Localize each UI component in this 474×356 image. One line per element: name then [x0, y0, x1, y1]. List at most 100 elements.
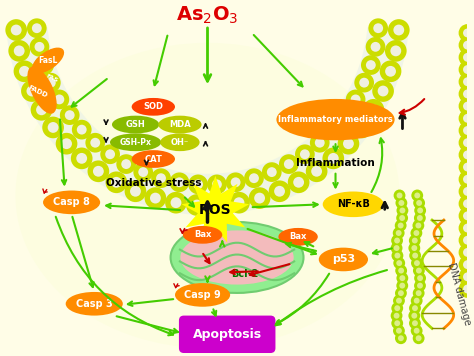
Circle shape: [311, 166, 322, 177]
Text: SOD: SOD: [143, 102, 164, 111]
Circle shape: [315, 138, 325, 148]
Circle shape: [396, 328, 402, 334]
Circle shape: [412, 305, 418, 311]
Circle shape: [85, 133, 105, 153]
Circle shape: [49, 90, 69, 109]
Circle shape: [409, 310, 420, 321]
Circle shape: [27, 85, 37, 96]
Circle shape: [399, 215, 405, 221]
Circle shape: [262, 162, 282, 182]
Circle shape: [91, 138, 100, 148]
Circle shape: [125, 180, 146, 202]
Circle shape: [300, 149, 310, 159]
Ellipse shape: [278, 228, 318, 246]
FancyBboxPatch shape: [179, 315, 275, 353]
Circle shape: [395, 197, 407, 209]
Circle shape: [150, 193, 161, 204]
Ellipse shape: [27, 67, 57, 114]
Circle shape: [396, 230, 401, 236]
Circle shape: [14, 46, 25, 56]
Circle shape: [133, 162, 153, 182]
Circle shape: [398, 222, 404, 229]
Circle shape: [193, 179, 203, 189]
Circle shape: [463, 65, 472, 74]
Circle shape: [394, 253, 401, 258]
Circle shape: [459, 219, 474, 237]
Circle shape: [395, 333, 407, 344]
Circle shape: [394, 237, 400, 244]
Circle shape: [414, 280, 426, 292]
Circle shape: [392, 302, 403, 314]
Circle shape: [412, 220, 424, 231]
Ellipse shape: [112, 116, 159, 134]
Circle shape: [366, 60, 376, 70]
Circle shape: [415, 222, 421, 229]
Circle shape: [395, 265, 407, 277]
Circle shape: [393, 189, 405, 201]
Circle shape: [138, 167, 148, 177]
Ellipse shape: [43, 190, 100, 214]
Circle shape: [413, 287, 425, 299]
Ellipse shape: [175, 283, 230, 307]
Circle shape: [391, 310, 402, 321]
Text: Oxidative stress: Oxidative stress: [106, 178, 201, 188]
Circle shape: [463, 211, 472, 220]
Circle shape: [151, 168, 171, 188]
Ellipse shape: [110, 134, 161, 151]
Circle shape: [459, 134, 474, 152]
Circle shape: [392, 317, 403, 329]
Circle shape: [130, 186, 141, 197]
Circle shape: [274, 186, 285, 197]
Circle shape: [459, 122, 474, 139]
Circle shape: [399, 200, 404, 206]
Text: DNA damage: DNA damage: [447, 261, 473, 326]
Circle shape: [336, 105, 355, 125]
Text: Casp 8: Casp 8: [53, 197, 90, 207]
Circle shape: [249, 187, 271, 209]
Circle shape: [39, 60, 49, 70]
Circle shape: [65, 110, 74, 120]
Circle shape: [56, 133, 77, 155]
Circle shape: [414, 193, 420, 198]
Circle shape: [414, 260, 420, 266]
Circle shape: [459, 231, 474, 249]
Circle shape: [463, 151, 472, 159]
Circle shape: [393, 325, 405, 337]
Circle shape: [93, 166, 104, 177]
Text: CAT: CAT: [145, 155, 162, 163]
Circle shape: [279, 154, 299, 174]
Ellipse shape: [183, 226, 222, 244]
Text: p53: p53: [332, 255, 355, 265]
Circle shape: [385, 66, 396, 77]
Polygon shape: [6, 27, 409, 215]
Ellipse shape: [171, 222, 303, 293]
Ellipse shape: [158, 116, 201, 134]
Circle shape: [411, 189, 423, 201]
Circle shape: [284, 159, 294, 169]
Circle shape: [400, 275, 405, 281]
Circle shape: [368, 104, 379, 115]
Circle shape: [392, 250, 403, 261]
Circle shape: [76, 153, 87, 164]
Circle shape: [395, 287, 407, 299]
Circle shape: [306, 161, 328, 182]
Circle shape: [231, 177, 240, 187]
Circle shape: [249, 173, 259, 183]
Ellipse shape: [16, 43, 400, 348]
Circle shape: [378, 85, 389, 96]
Circle shape: [411, 295, 423, 307]
Circle shape: [48, 122, 58, 133]
Text: Casp 3: Casp 3: [76, 299, 113, 309]
Circle shape: [145, 187, 166, 209]
Circle shape: [417, 275, 423, 281]
Circle shape: [27, 19, 46, 38]
Circle shape: [188, 174, 208, 194]
Circle shape: [417, 208, 423, 214]
Circle shape: [371, 42, 381, 52]
Circle shape: [42, 117, 64, 138]
Circle shape: [393, 25, 404, 35]
Circle shape: [411, 257, 423, 269]
Circle shape: [213, 200, 223, 210]
Circle shape: [410, 227, 422, 239]
Circle shape: [394, 305, 400, 311]
